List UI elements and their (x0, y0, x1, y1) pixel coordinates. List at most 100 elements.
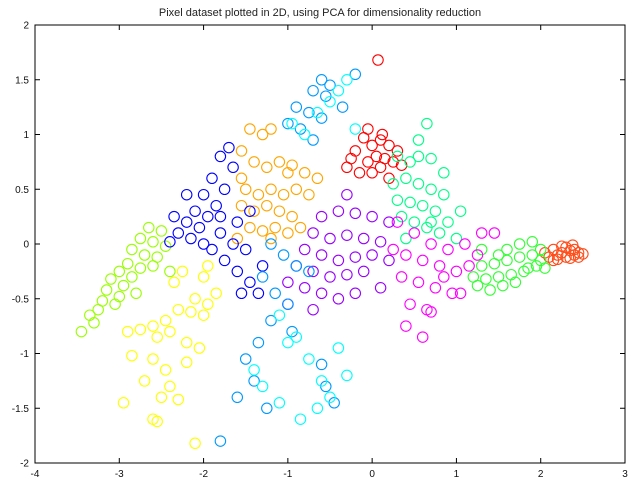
data-point (433, 227, 446, 239)
y-tick-label: 0.5 (15, 185, 29, 196)
data-point (404, 298, 416, 310)
data-point (526, 236, 539, 248)
data-point (484, 284, 496, 296)
data-point (273, 309, 286, 321)
data-point (564, 252, 576, 264)
data-point (248, 364, 260, 376)
data-point (467, 271, 480, 283)
data-point (425, 238, 437, 250)
data-point (189, 205, 201, 217)
y-tick-label: -1.5 (12, 404, 30, 415)
data-point (374, 161, 387, 174)
data-point (391, 150, 404, 163)
data-point (168, 210, 180, 223)
data-point (130, 287, 142, 300)
data-point (425, 216, 437, 228)
data-point (488, 227, 501, 239)
y-tick-label: 0 (23, 240, 29, 251)
data-point (298, 128, 311, 141)
data-point (324, 271, 336, 283)
data-point (370, 150, 383, 163)
data-point (349, 207, 362, 220)
data-point (324, 95, 336, 108)
data-point (341, 369, 353, 382)
data-point (282, 117, 294, 130)
data-point (197, 309, 210, 321)
data-point (324, 79, 336, 91)
data-point (463, 260, 475, 272)
data-point (341, 229, 353, 241)
data-point (349, 68, 362, 81)
data-point (277, 249, 290, 261)
data-point (180, 356, 193, 369)
data-point (75, 325, 88, 338)
data-point (391, 194, 404, 206)
data-point (134, 262, 147, 274)
data-point (290, 331, 303, 343)
data-point (155, 391, 168, 404)
data-point (197, 238, 210, 250)
data-point (412, 276, 425, 289)
data-point (185, 306, 197, 318)
data-point (315, 287, 328, 300)
data-point (298, 167, 311, 179)
data-point (387, 243, 399, 256)
data-point (265, 232, 277, 245)
data-point (480, 273, 492, 285)
data-point (151, 415, 163, 428)
data-point (88, 317, 100, 329)
data-point (218, 254, 231, 267)
data-point (180, 188, 193, 201)
data-point (227, 238, 239, 250)
data-point (577, 248, 589, 260)
data-point (324, 391, 336, 404)
data-point (539, 262, 551, 274)
data-point (475, 227, 488, 239)
data-point (412, 134, 425, 146)
data-point (265, 238, 277, 250)
data-point (332, 293, 345, 305)
data-point (311, 106, 324, 119)
data-point (408, 227, 421, 239)
data-point (244, 205, 256, 217)
data-point (357, 232, 370, 245)
data-point (349, 287, 362, 300)
data-point (248, 375, 260, 387)
data-point (159, 240, 172, 252)
data-point (252, 336, 265, 349)
data-point (362, 123, 374, 135)
data-point (366, 167, 378, 179)
data-point (336, 101, 349, 113)
data-point (244, 276, 256, 289)
data-point (303, 265, 315, 278)
data-point (400, 249, 412, 261)
data-point (290, 260, 303, 272)
data-point (92, 303, 104, 316)
data-point (387, 178, 399, 190)
data-point (429, 205, 442, 217)
y-axis: -2 -1.5 -1 -0.5 0 0.5 1 1.5 2 (12, 21, 625, 470)
data-point (353, 167, 366, 179)
data-point (189, 293, 201, 305)
data-point (286, 117, 298, 130)
data-point (298, 282, 311, 294)
data-point (126, 349, 138, 362)
data-point (121, 325, 134, 338)
data-point (261, 402, 273, 415)
data-point (244, 221, 256, 234)
data-point (349, 251, 362, 263)
data-point (372, 54, 384, 66)
data-point (223, 141, 235, 154)
data-point (391, 216, 404, 228)
data-point (117, 397, 130, 409)
data-point (273, 205, 286, 217)
data-point (248, 156, 260, 168)
data-point (105, 273, 117, 285)
data-point (256, 260, 269, 272)
data-point (252, 287, 265, 300)
data-point (454, 287, 467, 300)
data-point (526, 249, 539, 261)
data-point (513, 238, 526, 250)
data-point (315, 358, 328, 371)
data-point (412, 178, 425, 190)
